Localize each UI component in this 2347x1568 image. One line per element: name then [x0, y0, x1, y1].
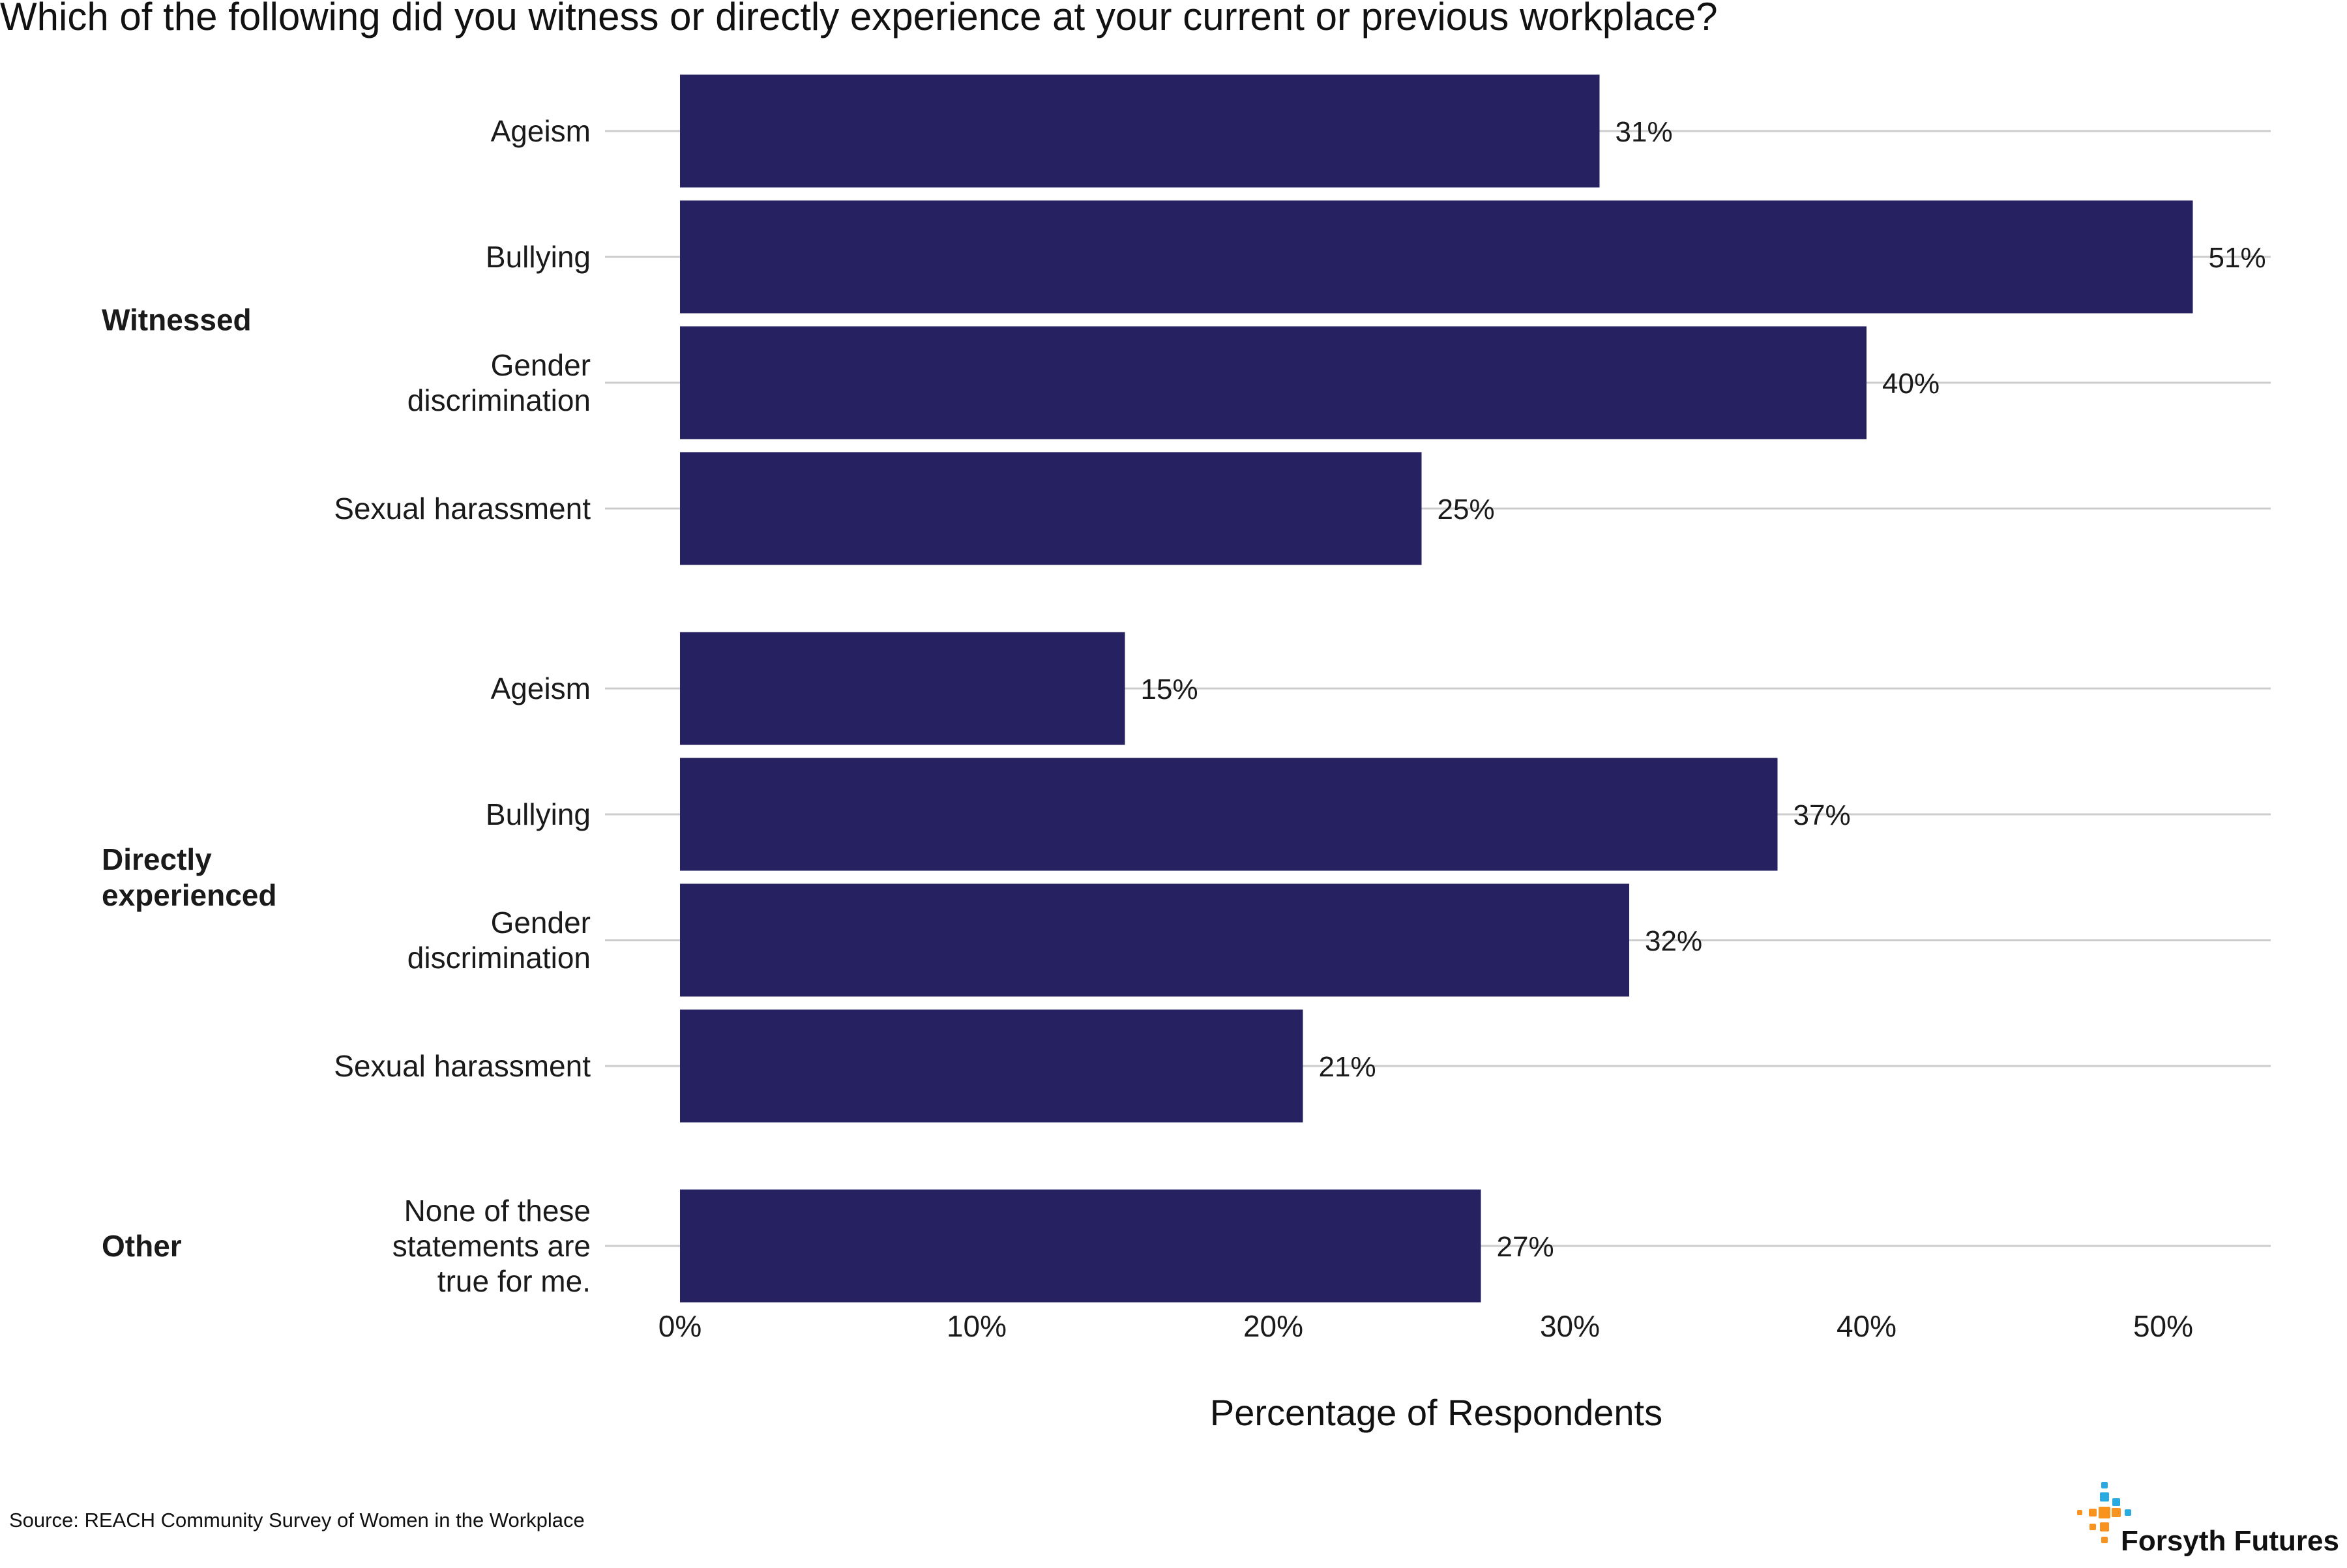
logo-text: Forsyth Futures: [2121, 1525, 2339, 1557]
category-label-witnessed-gender-discrimination: Gender discrimination: [407, 348, 591, 417]
category-label-directly-experienced-gender-discrimination: Gender discrimination: [407, 906, 591, 975]
logo-dot: [2101, 1537, 2108, 1543]
group-label-directly-experienced: Directly experienced: [102, 842, 276, 912]
logo-dot: [2100, 1522, 2109, 1531]
logo-dot: [2077, 1510, 2082, 1515]
category-label-witnessed-sexual-harassment: Sexual harassment: [334, 492, 591, 525]
data-label-witnessed-sexual-harassment: 25%: [1438, 494, 1495, 525]
x-tick-label-30: 30%: [1540, 1309, 1600, 1343]
category-label-other-none-of-these-statements-are-true-for-me: None of these statements are true for me.: [392, 1194, 591, 1298]
bar-witnessed-ageism: [680, 74, 1600, 188]
bar-witnessed-bullying: [680, 200, 2193, 314]
x-tick-label-20: 20%: [1243, 1309, 1303, 1343]
logo-dot: [2125, 1509, 2131, 1516]
x-tick-label-0: 0%: [658, 1309, 701, 1343]
group-label-witnessed: Witnessed: [102, 303, 252, 337]
bar-directly-experienced-bullying: [680, 758, 1778, 871]
data-label-witnessed-gender-discrimination: 40%: [1882, 368, 1940, 400]
bars: [680, 74, 2193, 1303]
data-label-directly-experienced-gender-discrimination: 32%: [1645, 925, 1702, 957]
logo-dot: [2099, 1507, 2110, 1518]
chart-title: Which of the following did you witness o…: [0, 0, 1718, 38]
category-label-directly-experienced-sexual-harassment: Sexual harassment: [334, 1049, 591, 1083]
data-label-witnessed-ageism: 31%: [1616, 116, 1673, 148]
category-label-directly-experienced-ageism: Ageism: [491, 672, 591, 705]
data-label-directly-experienced-ageism: 15%: [1141, 673, 1198, 705]
bar-directly-experienced-sexual-harassment: [680, 1009, 1303, 1123]
group-label-other: Other: [102, 1229, 182, 1263]
data-labels: 31% 51% 40% 25% 15% 37% 32% 21% 27%: [1141, 116, 2266, 1263]
logo-dot: [2112, 1508, 2121, 1517]
x-axis-title: Percentage of Respondents: [1210, 1392, 1662, 1433]
x-axis-ticks: 0% 10% 20% 30% 40% 50%: [658, 1309, 2193, 1343]
logo-dot: [2089, 1509, 2097, 1516]
logo-dot: [2112, 1498, 2120, 1506]
x-tick-label-50: 50%: [2133, 1309, 2193, 1343]
logo-dot: [2089, 1524, 2096, 1530]
source-note: Source: REACH Community Survey of Women …: [9, 1509, 585, 1531]
bar-directly-experienced-ageism: [680, 632, 1125, 745]
category-label-directly-experienced-bullying: Bullying: [486, 797, 591, 831]
bar-witnessed-sexual-harassment: [680, 452, 1422, 565]
bar-directly-experienced-gender-discrimination: [680, 883, 1629, 997]
data-label-directly-experienced-bullying: 37%: [1793, 799, 1851, 831]
data-label-directly-experienced-sexual-harassment: 21%: [1319, 1051, 1376, 1083]
bar-witnessed-gender-discrimination: [680, 326, 1867, 439]
logo-dot: [2100, 1492, 2109, 1501]
group-labels: Witnessed Directly experienced Other: [102, 303, 276, 1264]
logo-dot: [2101, 1482, 2108, 1488]
bar-other-none-of-these-statements-are-true-for-me: [680, 1189, 1481, 1303]
data-label-witnessed-bullying: 51%: [2209, 242, 2266, 274]
forsyth-futures-logo: Forsyth Futures: [2077, 1482, 2339, 1557]
category-label-witnessed-ageism: Ageism: [491, 114, 591, 148]
x-tick-label-10: 10%: [947, 1309, 1007, 1343]
category-label-witnessed-bullying: Bullying: [486, 240, 591, 274]
data-label-other-none-of-these-statements-are-true-for-me: 27%: [1497, 1231, 1554, 1263]
category-labels: Ageism Bullying Gender discrimination Sexual…: [334, 114, 591, 1298]
x-tick-label-40: 40%: [1837, 1309, 1897, 1343]
